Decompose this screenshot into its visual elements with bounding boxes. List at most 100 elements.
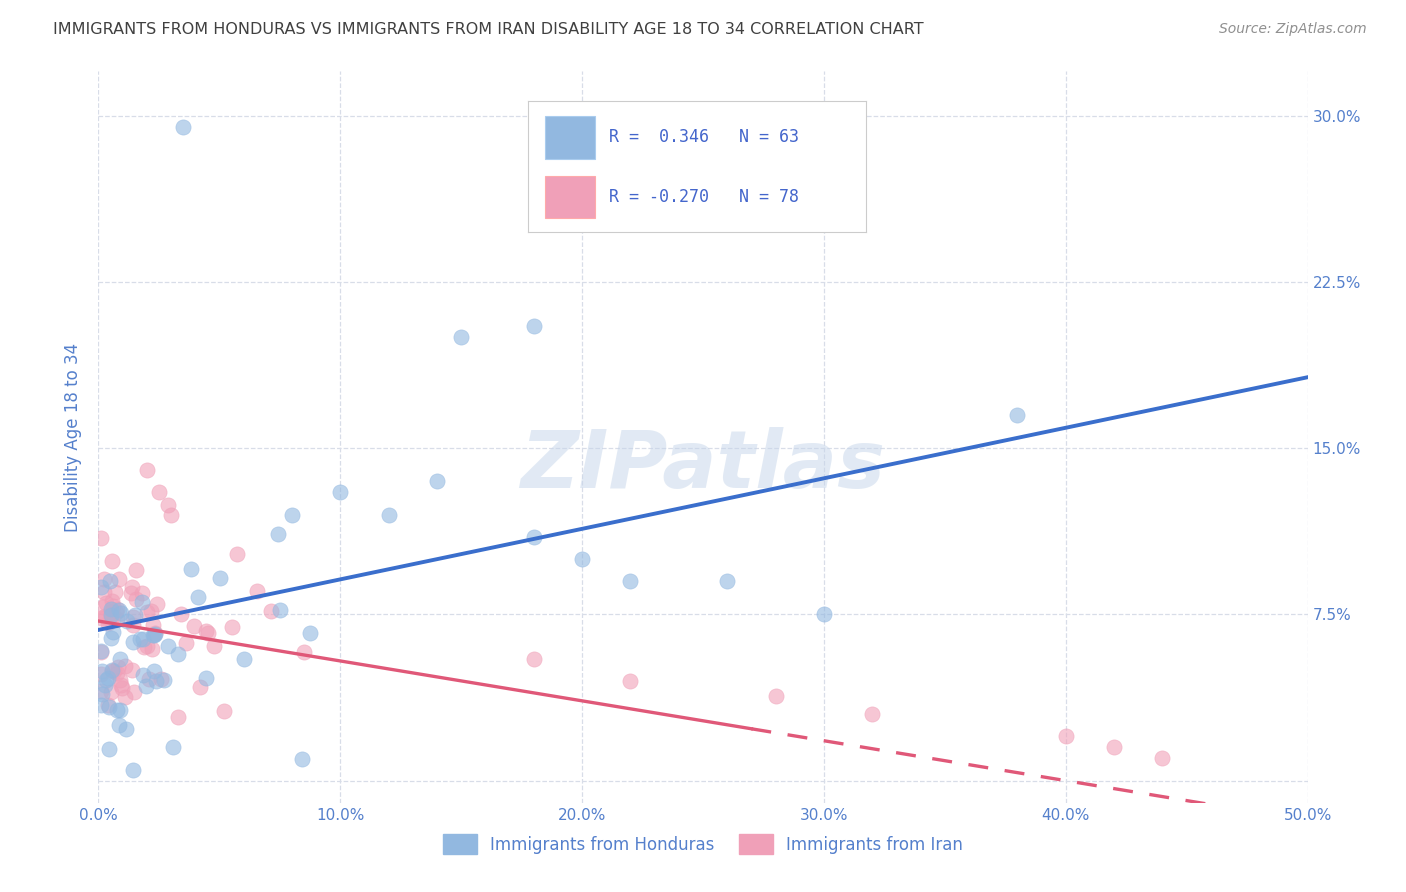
Point [121, 664, 143, 678]
Point [291, 752, 314, 766]
Point [100, 607, 122, 622]
Point [148, 485, 170, 500]
Point [100, 613, 122, 627]
Point [860, 707, 883, 722]
Point [132, 640, 155, 654]
Point [619, 673, 641, 688]
Point [101, 624, 124, 639]
Point [96, 673, 118, 687]
Point [100, 602, 122, 616]
Point [97, 616, 120, 631]
Point [121, 580, 143, 594]
Point [150, 672, 173, 686]
Point [260, 603, 283, 617]
Point [100, 607, 122, 622]
Point [90, 531, 112, 545]
Point [136, 639, 159, 653]
Point [104, 605, 127, 619]
Point [94, 596, 117, 610]
Point [101, 599, 124, 614]
Point [208, 571, 231, 585]
Point [142, 665, 165, 679]
Point [292, 645, 315, 659]
Point [450, 330, 472, 344]
Point [97, 742, 120, 756]
Point [170, 607, 193, 621]
Point [1152, 751, 1174, 765]
Point [125, 563, 148, 577]
Point [765, 690, 787, 704]
Point [101, 665, 124, 679]
Point [91, 664, 114, 678]
Point [281, 508, 304, 522]
Point [124, 607, 146, 622]
Point [212, 704, 235, 718]
Point [101, 663, 124, 677]
Point [111, 681, 134, 696]
Point [105, 666, 128, 681]
Point [114, 690, 136, 705]
Point [145, 673, 167, 688]
Point [135, 605, 157, 619]
Point [91, 600, 114, 615]
Point [232, 651, 254, 665]
Point [107, 660, 129, 674]
Point [122, 618, 145, 632]
Point [246, 583, 269, 598]
Point [187, 590, 209, 604]
Point [115, 722, 138, 736]
Point [110, 673, 132, 687]
Point [110, 677, 132, 691]
Point [1054, 729, 1077, 743]
Point [122, 685, 145, 699]
Point [162, 739, 184, 754]
Point [188, 680, 211, 694]
Point [93, 609, 115, 624]
Point [94, 610, 117, 624]
Point [426, 475, 449, 489]
Point [104, 584, 127, 599]
Point [167, 648, 190, 662]
Point [142, 628, 165, 642]
Point [183, 619, 205, 633]
Point [377, 508, 399, 522]
Point [101, 553, 124, 567]
Point [180, 562, 202, 576]
Point [90, 644, 112, 658]
Point [110, 606, 132, 620]
Point [122, 610, 145, 624]
Point [120, 586, 142, 600]
Point [1007, 408, 1029, 422]
Point [100, 606, 122, 620]
Point [107, 572, 129, 586]
Point [98, 574, 121, 589]
Point [131, 586, 153, 600]
Text: ZIPatlas: ZIPatlas [520, 427, 886, 506]
Point [131, 595, 153, 609]
Point [174, 636, 197, 650]
Text: IMMIGRANTS FROM HONDURAS VS IMMIGRANTS FROM IRAN DISABILITY AGE 18 TO 34 CORRELA: IMMIGRANTS FROM HONDURAS VS IMMIGRANTS F… [53, 22, 924, 37]
Point [93, 678, 115, 692]
Point [138, 672, 160, 686]
Text: Source: ZipAtlas.com: Source: ZipAtlas.com [1219, 22, 1367, 37]
Point [110, 703, 132, 717]
Point [1102, 740, 1125, 755]
Point [146, 598, 169, 612]
Point [156, 498, 179, 512]
Point [108, 603, 131, 617]
Point [91, 687, 114, 701]
Point [90, 580, 112, 594]
Point [90, 611, 112, 625]
Point [103, 665, 125, 679]
Point [90, 645, 112, 659]
Point [299, 626, 322, 640]
Point [108, 718, 131, 732]
Point [160, 508, 183, 522]
Point [167, 710, 190, 724]
Point [523, 319, 546, 334]
Point [110, 652, 132, 666]
Point [813, 607, 835, 622]
Point [128, 632, 150, 646]
Point [105, 602, 128, 616]
Point [141, 641, 163, 656]
